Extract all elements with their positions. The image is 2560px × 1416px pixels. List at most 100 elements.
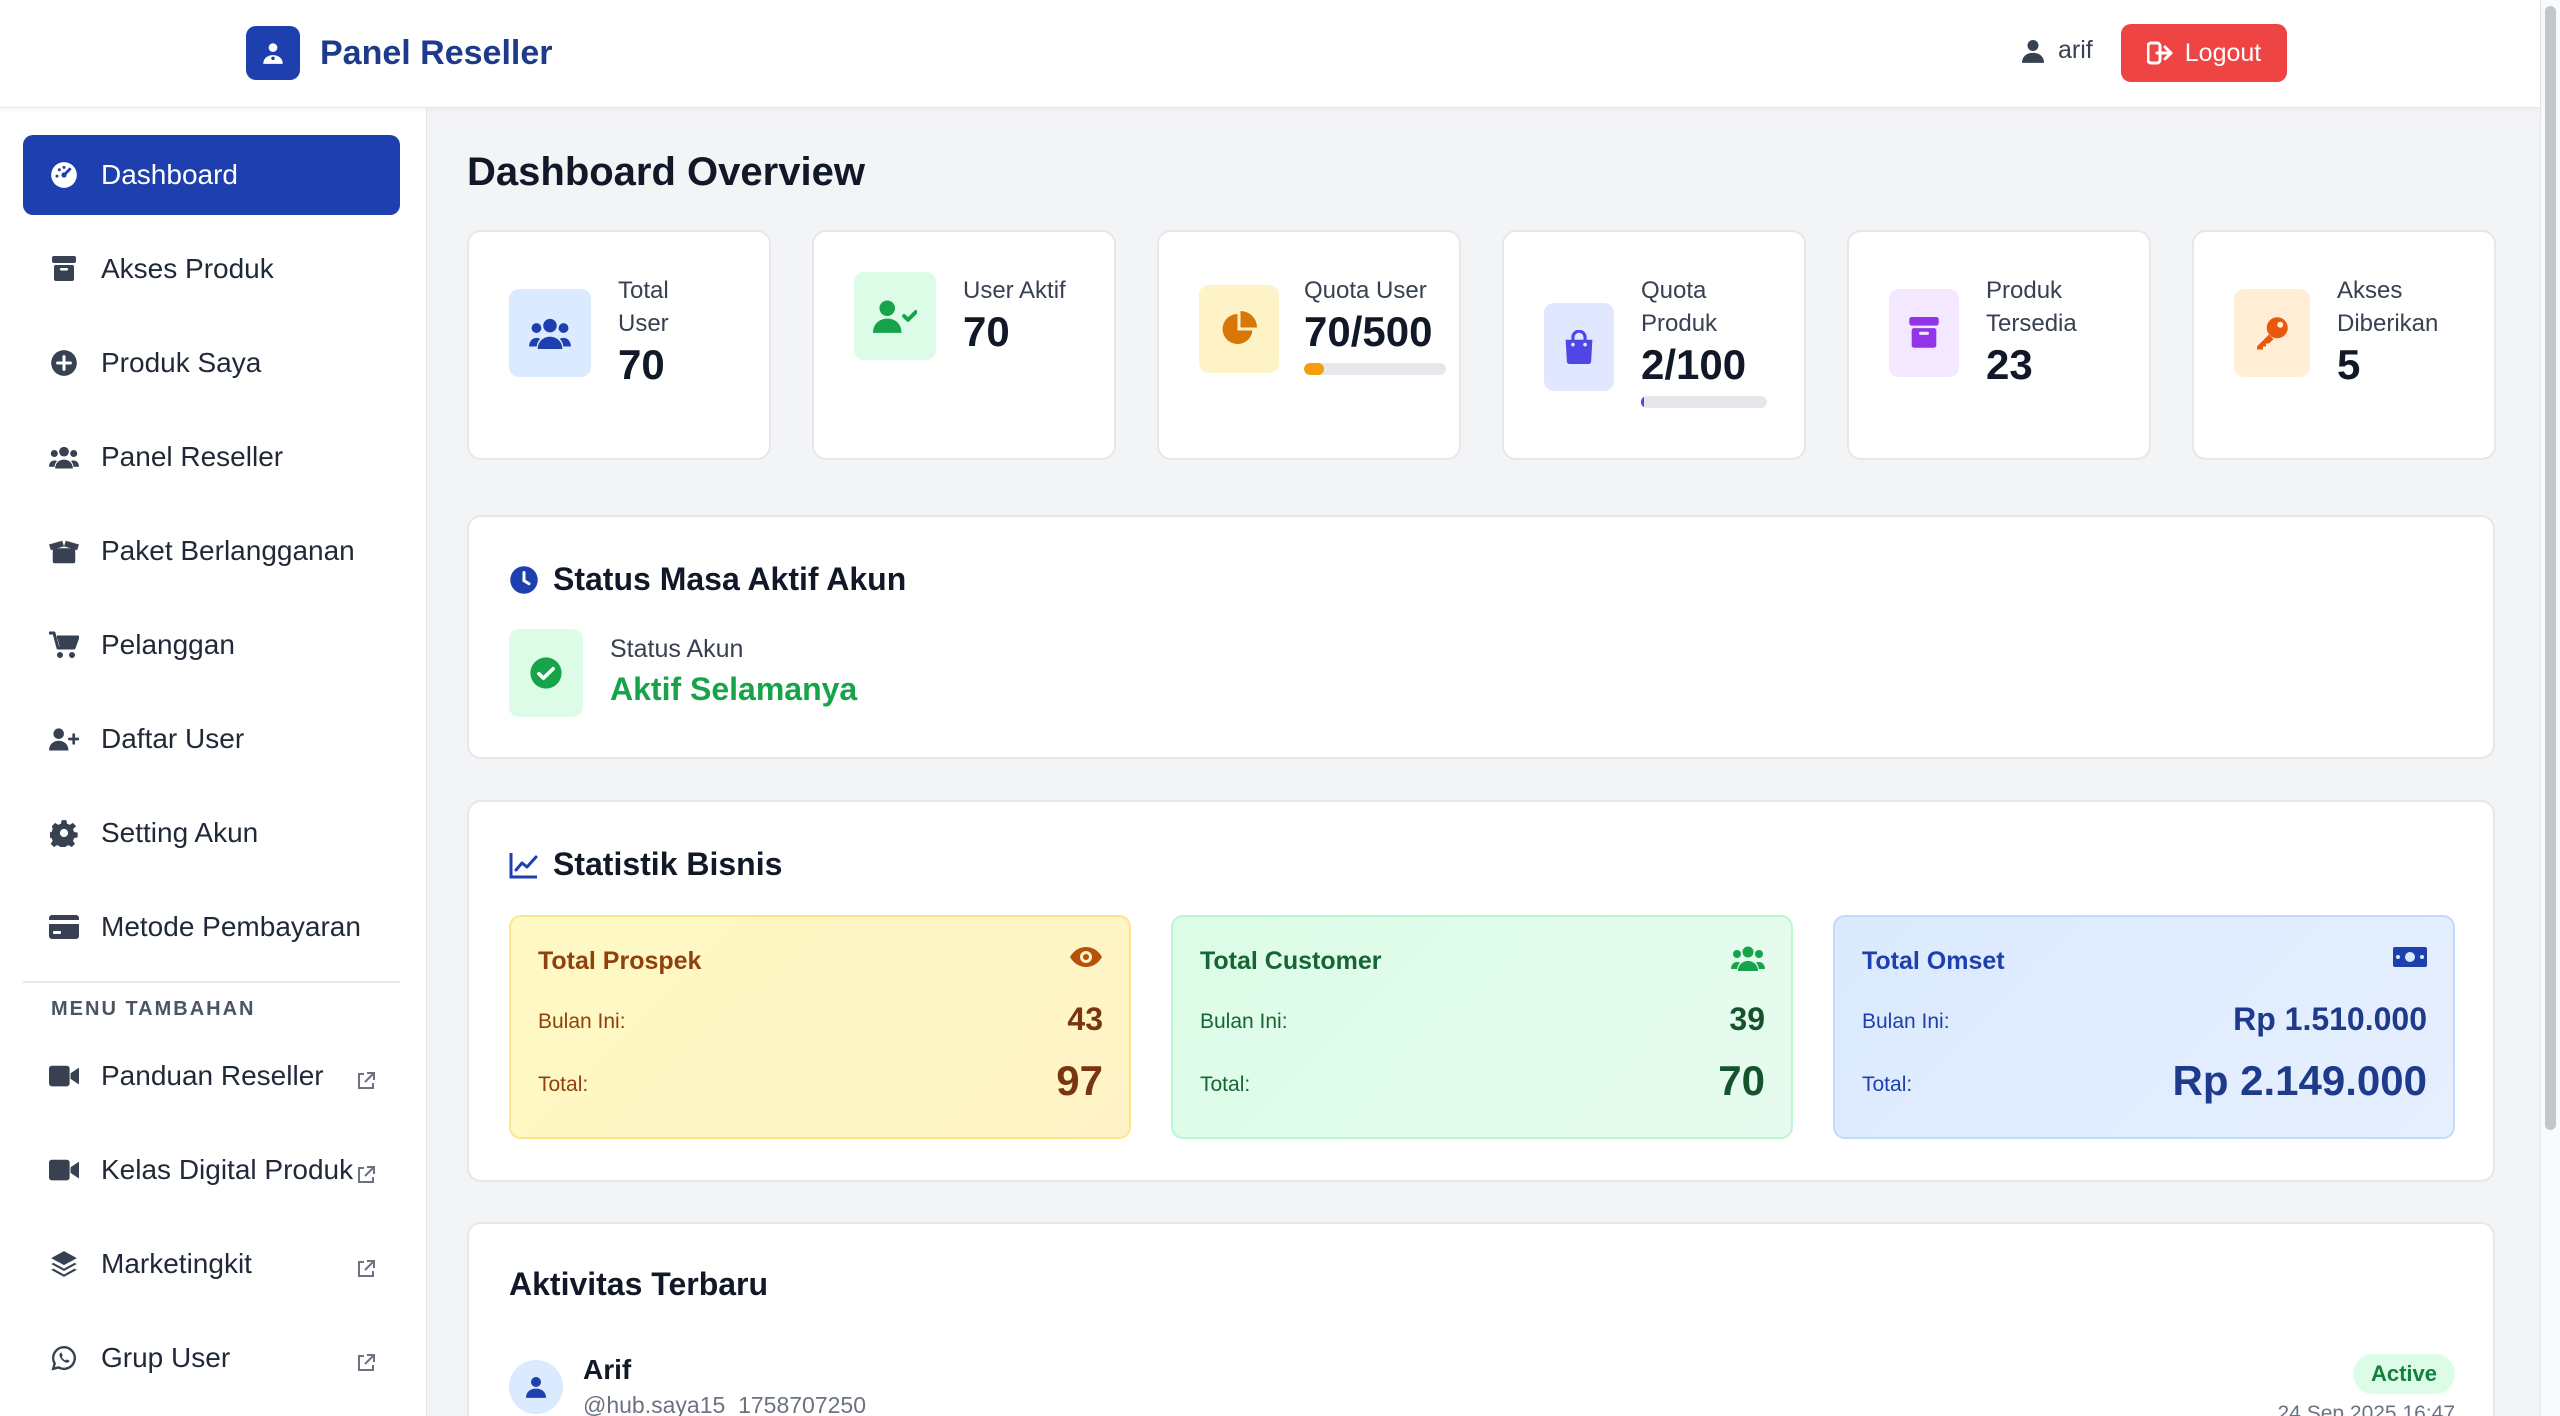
external-link-icon [356,1066,376,1098]
page-scrollbar-thumb[interactable] [2545,6,2556,1130]
sidebar-item-marketingkit[interactable]: Marketingkit [23,1224,400,1304]
panel-title-text: Statistik Bisnis [553,846,783,882]
layers-icon [49,1249,79,1279]
plus-circle-icon [49,348,79,378]
current-user[interactable]: arif [2022,36,2093,65]
shopping-bag-icon [1544,303,1614,391]
stat-label: Akses Diberikan [2337,277,2439,337]
sidebar-item-label: Setting Akun [101,817,259,848]
sidebar-item-label: Paket Berlangganan [101,535,355,566]
panel-title-text: Status Masa Aktif Akun [553,561,907,597]
stat-label: Produk Tersedia [1986,277,2077,337]
sidebar-item-label: Dashboard [101,159,238,190]
sidebar-item-metode-pembayaran[interactable]: Metode Pembayaran [23,887,400,967]
stat-card-quota-produk: Quota Produk 2/100 [1502,230,1806,460]
user-plus-icon [49,724,79,754]
username: arif [2058,36,2093,64]
brand[interactable]: Panel Reseller [246,26,552,80]
sidebar-item-kelas-digital-produk[interactable]: Kelas Digital Produk [23,1130,400,1210]
business-panel-title: Statistik Bisnis [509,846,782,883]
biz-card-title: Total Omset [1862,947,2005,975]
sidebar-section-label: MENU TAMBAHAN [51,998,256,1020]
activity-timestamp: 24 Sep 2025 16:47 [2277,1402,2456,1416]
month-value: 39 [1729,1001,1765,1037]
month-value: 43 [1067,1001,1103,1037]
sidebar-item-label: Daftar User [101,723,245,754]
sidebar: Dashboard Akses Produk Produk Saya Panel… [0,108,427,1416]
logout-label: Logout [2184,38,2262,67]
sidebar-item-paket-berlangganan[interactable]: Paket Berlangganan [23,511,400,591]
stat-text: Akses Diberikan 5 [2337,274,2487,390]
biz-card-title: Total Prospek [538,947,702,975]
stat-text: Produk Tersedia 23 [1986,274,2136,390]
stat-text: User Aktif 70 [963,274,1113,357]
status-panel-title: Status Masa Aktif Akun [509,561,906,598]
page-title: Dashboard Overview [467,150,865,194]
quota-user-progress-bar [1304,363,1446,375]
stat-card-akses-diberikan: Akses Diberikan 5 [2192,230,2496,460]
stat-card-user-aktif: User Aktif 70 [812,230,1116,460]
stat-value: 23 [1986,341,2033,388]
biz-card-total-customer: Total Customer Bulan Ini: 39 Total: 70 [1171,915,1793,1139]
sidebar-item-daftar-user[interactable]: Daftar User [23,699,400,779]
sidebar-item-panduan-reseller[interactable]: Panduan Reseller [23,1036,400,1116]
users-icon [1731,945,1765,976]
business-stats-panel: Statistik Bisnis Total Prospek Bulan Ini… [467,800,2495,1182]
sidebar-item-grup-user[interactable]: Grup User [23,1318,400,1398]
stat-card-produk-tersedia: Produk Tersedia 23 [1847,230,2151,460]
status-value: Aktif Selamanya [610,671,858,707]
biz-card-title: Total Customer [1200,947,1382,975]
external-link-icon [356,1254,376,1286]
line-chart-icon [509,852,538,878]
stat-text: Quota Produk 2/100 [1641,274,1791,408]
user-icon [2022,39,2044,63]
gear-icon [49,818,79,848]
stat-card-total-user: Total User 70 [467,230,771,460]
gauge-icon [49,160,79,190]
month-value: Rp 1.510.000 [2233,1001,2427,1037]
logout-button[interactable]: Logout [2121,24,2287,82]
total-label: Total: [1200,1073,1251,1096]
sidebar-item-panel-reseller[interactable]: Panel Reseller [23,417,400,497]
activity-panel-title: Aktivitas Terbaru [509,1266,768,1303]
activity-user-handle: @hub.saya15_1758707250 [583,1392,866,1416]
quota-produk-progress-fill [1641,396,1644,408]
biz-card-total-omset: Total Omset Bulan Ini: Rp 1.510.000 Tota… [1833,915,2455,1139]
sidebar-divider [23,981,400,983]
month-label: Bulan Ini: [1200,1010,1288,1033]
panel-title-text: Aktivitas Terbaru [509,1266,769,1302]
activity-user-name[interactable]: Arif [583,1354,632,1385]
sidebar-item-label: Pelanggan [101,629,235,660]
box-icon [49,254,79,284]
users-icon [509,289,591,377]
sidebar-item-pelanggan[interactable]: Pelanggan [23,605,400,685]
stat-label: Quota User [1304,277,1427,304]
cart-icon [49,630,79,660]
stat-value: 70/500 [1304,308,1433,355]
top-header: Panel Reseller arif Logout [0,0,2540,108]
month-label: Bulan Ini: [538,1010,626,1033]
key-icon [2234,289,2310,377]
sidebar-item-produk-saya[interactable]: Produk Saya [23,323,400,403]
box-open-icon [49,536,79,566]
status-badge: Active [2352,1354,2455,1394]
stat-value: 2/100 [1641,341,1747,388]
logout-icon [2146,41,2173,65]
user-check-icon [854,272,936,360]
total-label: Total: [1862,1073,1913,1096]
brand-name: Panel Reseller [320,33,553,72]
brand-logo-icon [246,26,300,80]
stat-label: User Aktif [963,277,1066,304]
sidebar-item-label: Metode Pembayaran [101,911,361,942]
video-icon [49,1155,79,1185]
sidebar-item-label: Produk Saya [101,347,262,378]
external-link-icon [356,1348,376,1380]
stat-label: Quota Produk [1641,277,1718,337]
sidebar-item-setting-akun[interactable]: Setting Akun [23,793,400,873]
total-label: Total: [538,1073,589,1096]
sidebar-item-akses-produk[interactable]: Akses Produk [23,229,400,309]
sidebar-item-dashboard[interactable]: Dashboard [23,135,400,215]
biz-card-total-prospek: Total Prospek Bulan Ini: 43 Total: 97 [509,915,1131,1139]
status-panel: Status Masa Aktif Akun Status Akun Aktif… [467,515,2495,759]
check-circle-icon [509,629,583,717]
